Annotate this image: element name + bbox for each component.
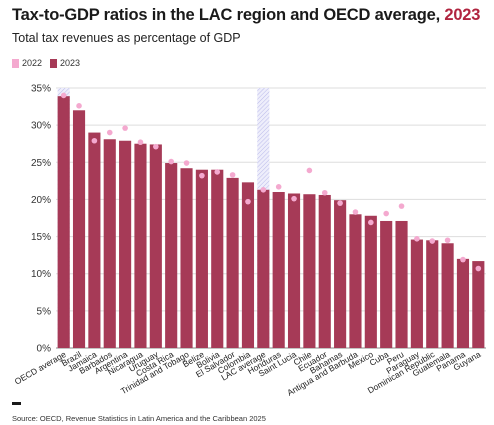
dot-2022	[122, 125, 128, 131]
bar-2023	[410, 239, 423, 348]
x-axis: OECD averageBrazilJamaicaBarbadosArgenti…	[13, 349, 483, 398]
bar-2023	[472, 261, 485, 348]
bar-2023	[88, 132, 101, 348]
y-tick-label: 35%	[31, 84, 51, 95]
dots-2022	[60, 92, 482, 272]
dot-2022	[368, 219, 374, 226]
bar-2023	[303, 194, 316, 348]
bar-2023	[134, 143, 147, 348]
y-tick-label: 10%	[31, 269, 51, 280]
bar-2023	[395, 220, 408, 348]
dot-2022	[337, 200, 343, 206]
dot-2022	[229, 172, 236, 178]
dot-2022	[321, 189, 328, 196]
bar-2023	[241, 182, 255, 348]
dot-2022	[60, 92, 67, 99]
bar-2023	[380, 220, 393, 348]
dot-2022	[214, 169, 221, 175]
bar-2023	[272, 192, 285, 348]
chart-subtitle: Total tax revenues as percentage of GDP	[12, 31, 241, 45]
dot-2022	[352, 209, 359, 215]
y-tick-label: 0%	[37, 344, 52, 355]
chart-title-main: Tax-to-GDP ratios in the LAC region and …	[12, 6, 445, 24]
bar-2023	[211, 169, 224, 348]
bar-2023	[334, 200, 347, 348]
bar-2023	[226, 177, 239, 348]
legend-item-2022: 2022	[12, 58, 42, 68]
legend-item-2023: 2023	[50, 58, 80, 68]
bar-2023	[149, 144, 162, 348]
dot-2022	[414, 236, 420, 242]
dot-2022	[383, 210, 389, 217]
dot-2022	[444, 237, 451, 244]
legend: 2022 2023	[12, 58, 80, 68]
legend-label-2022: 2022	[22, 58, 43, 68]
dot-2022	[91, 137, 98, 144]
y-tick-label: 15%	[31, 232, 51, 243]
bar-2023	[441, 243, 454, 348]
dot-2022	[199, 172, 205, 179]
dot-2022	[260, 186, 267, 193]
dot-2022	[76, 103, 82, 109]
source-note: Source: OECD, Revenue Statistics in Lati…	[12, 414, 266, 423]
y-tick-label: 20%	[31, 195, 51, 206]
dot-2022	[475, 265, 482, 272]
chart-title-year: 2023	[444, 6, 481, 24]
dot-2022	[291, 195, 297, 202]
dot-2022	[398, 203, 405, 209]
bar-2023	[72, 110, 86, 349]
dot-2022	[153, 143, 159, 150]
bar-2023	[103, 139, 116, 348]
chart-title: Tax-to-GDP ratios in the LAC region and …	[12, 6, 480, 25]
y-tick-label: 5%	[37, 306, 52, 317]
legend-swatch-2022	[12, 58, 19, 68]
dot-2022	[275, 184, 282, 190]
bars-2023	[57, 96, 485, 349]
bar-2023	[57, 96, 70, 349]
bar-2023	[195, 169, 208, 348]
y-tick-label: 30%	[31, 121, 51, 132]
footer-mark	[12, 402, 21, 405]
bar-2023	[165, 163, 178, 348]
legend-label-2023: 2023	[60, 58, 81, 68]
dot-2022	[183, 160, 190, 166]
y-axis: 0% 5% 10% 15% 20% 25% 30% 35%	[31, 84, 51, 355]
bar-2023	[349, 214, 362, 348]
bar-2023	[318, 194, 331, 348]
y-tick-label: 25%	[31, 158, 51, 169]
dot-2022	[429, 238, 436, 244]
bar-2023	[257, 189, 270, 348]
dot-2022	[460, 256, 466, 263]
dot-2022	[106, 129, 113, 136]
bar-2023	[119, 140, 132, 348]
legend-swatch-2023	[50, 58, 58, 68]
bar-2023	[456, 258, 470, 348]
dot-2022	[306, 167, 313, 174]
dot-2022	[137, 139, 144, 146]
dot-2022	[245, 198, 251, 205]
dot-2022	[168, 158, 174, 165]
bar-2023	[364, 215, 377, 348]
bar-2023	[287, 193, 301, 348]
bar-2023	[426, 240, 439, 348]
x-tick-label: OECD average	[13, 349, 68, 387]
bar-2023	[180, 168, 193, 348]
